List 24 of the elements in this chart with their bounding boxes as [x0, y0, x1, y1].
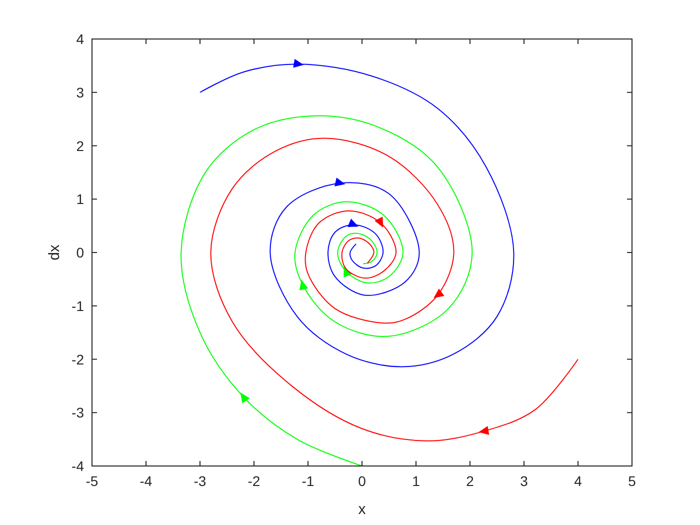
x-tick-label: -3 — [194, 473, 206, 489]
y-tick-label: -4 — [72, 458, 84, 474]
x-tick-label: 3 — [520, 473, 528, 489]
y-axis-title: dx — [46, 244, 63, 260]
y-tick-label: 0 — [76, 244, 84, 260]
x-tick-label: 1 — [412, 473, 420, 489]
x-axis-title: x — [358, 501, 366, 518]
line-series — [210, 138, 578, 442]
x-tick-label: 0 — [358, 473, 366, 489]
y-tick-label: 2 — [76, 138, 84, 154]
y-tick-label: 3 — [76, 84, 84, 100]
y-tick-label: 4 — [76, 31, 84, 47]
x-tick-label: 4 — [574, 473, 582, 489]
y-tick-label: 1 — [76, 191, 84, 208]
x-tick-label: -2 — [248, 473, 260, 489]
line-series — [180, 115, 473, 466]
y-tick-label: -3 — [72, 404, 84, 421]
x-tick-label: -5 — [86, 473, 98, 489]
y-tick-label: -2 — [72, 351, 84, 368]
x-tick-label: -1 — [302, 473, 314, 489]
x-tick-label: 2 — [466, 473, 474, 489]
y-tick-label: -1 — [72, 298, 84, 314]
x-tick-label: -4 — [140, 473, 152, 489]
x-tick-label: 5 — [628, 473, 636, 489]
